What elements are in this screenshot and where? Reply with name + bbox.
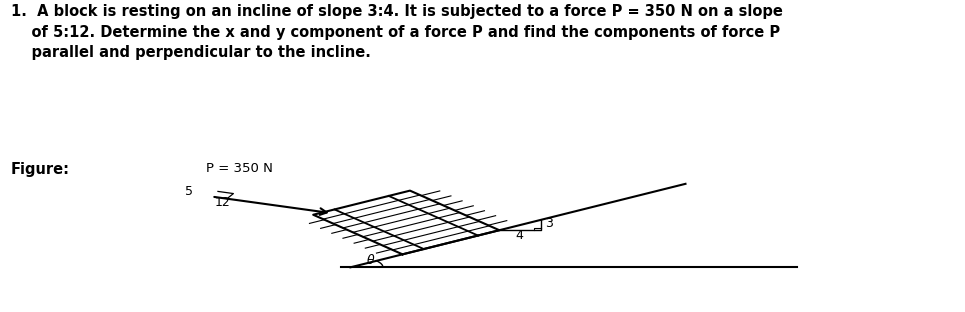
Text: 5: 5 — [185, 185, 193, 198]
Text: P = 350 N: P = 350 N — [206, 162, 273, 175]
Text: θ: θ — [367, 254, 374, 267]
Text: Figure:: Figure: — [11, 162, 69, 177]
Text: 12: 12 — [214, 197, 230, 209]
Text: 3: 3 — [545, 217, 553, 230]
Text: 4: 4 — [515, 230, 523, 242]
Text: 1.  A block is resting on an incline of slope 3:4. It is subjected to a force P : 1. A block is resting on an incline of s… — [11, 4, 783, 60]
